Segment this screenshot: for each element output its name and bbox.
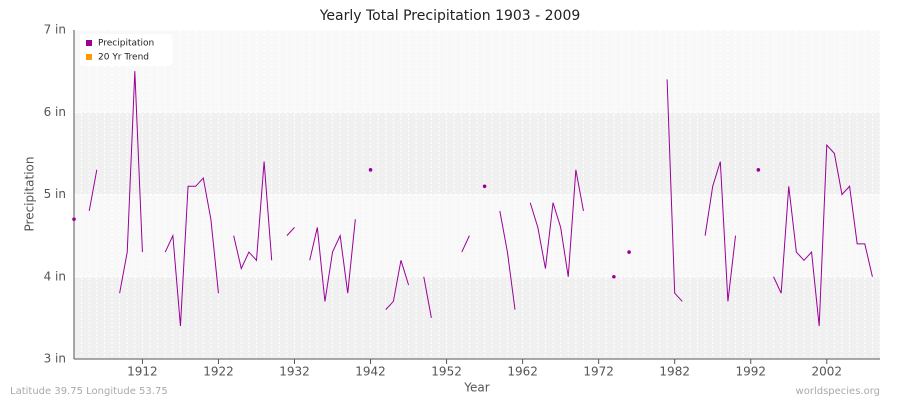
legend-label: Precipitation: [98, 39, 154, 49]
x-tick-label: 1992: [735, 365, 766, 379]
y-tick-label: 4 in: [44, 269, 66, 283]
chart-title: Yearly Total Precipitation 1903 - 2009: [319, 8, 581, 24]
x-tick-label: 1932: [279, 365, 310, 379]
x-tick-label: 1972: [583, 365, 614, 379]
point: [72, 217, 76, 221]
footer-right: worldspecies.org: [796, 386, 880, 397]
point: [756, 168, 761, 172]
x-tick-label: 1922: [203, 365, 234, 379]
legend-label: 20 Yr Trend: [98, 53, 149, 63]
band: [74, 112, 880, 195]
y-tick-label: 7 in: [44, 23, 66, 37]
x-tick-label: 1942: [355, 365, 386, 379]
point: [482, 184, 487, 189]
legend-swatch: [86, 54, 92, 60]
footer-left: Latitude 39.75 Longitude 53.75: [10, 386, 168, 397]
x-tick-label: 1982: [659, 365, 690, 379]
legend-swatch: [86, 40, 92, 46]
legend-box: [80, 34, 172, 66]
point: [368, 168, 373, 172]
series-line: [88, 71, 873, 327]
y-tick-label: 5 in: [44, 187, 66, 201]
x-tick-label: 1912: [127, 365, 158, 379]
y-tick-label: 6 in: [44, 105, 66, 119]
x-axis-label: Year: [463, 381, 489, 395]
x-tick-label: 2002: [812, 365, 843, 379]
point: [612, 274, 616, 279]
y-axis-label: Precipitation: [23, 156, 37, 231]
x-tick-label: 1962: [507, 365, 538, 379]
x-tick-label: 1952: [431, 365, 462, 379]
y-tick-label: 3 in: [44, 352, 66, 366]
point: [627, 250, 631, 254]
